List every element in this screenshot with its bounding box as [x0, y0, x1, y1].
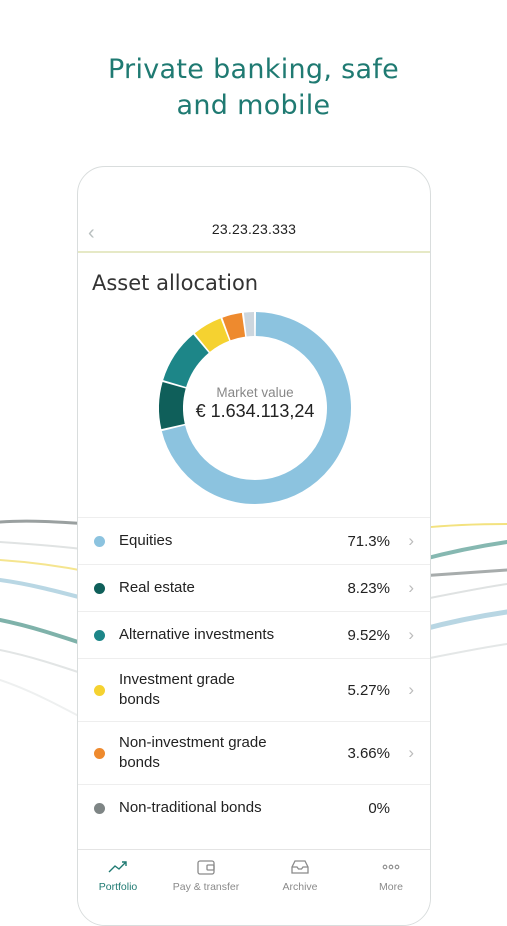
inbox-icon	[291, 860, 309, 874]
list-item-real-estate[interactable]: Real estate 8.23% ›	[78, 564, 430, 611]
chevron-right-icon: ›	[408, 625, 414, 644]
non-traditional-dot-icon	[94, 802, 105, 814]
list-item-pct: 9.52%	[347, 626, 390, 644]
phone-frame: ‹ 23.23.23.333 Asset allocation Market v…	[77, 166, 431, 926]
list-item-label: Non-traditional bonds	[119, 799, 262, 816]
list-item-label: Investment grade bonds	[119, 671, 235, 708]
list-item-pct: 5.27%	[347, 681, 390, 699]
donut-segment-real-estate	[159, 382, 186, 430]
chevron-right-icon: ›	[408, 743, 414, 762]
chevron-right-icon: ›	[408, 531, 414, 550]
list-item-pct: 8.23%	[347, 579, 390, 597]
list-item-investment-grade-bonds[interactable]: Investment grade bonds 5.27% ›	[78, 658, 430, 721]
list-item-label: Equities	[119, 532, 173, 549]
back-chevron-icon[interactable]: ‹	[88, 222, 95, 244]
list-item-non-investment-grade-bonds[interactable]: Non-investment grade bonds 3.66% ›	[78, 721, 430, 784]
list-item-non-traditional-bonds[interactable]: Non-traditional bonds 0%	[78, 784, 430, 831]
more-dots-icon	[382, 864, 400, 870]
alternative-dot-icon	[94, 629, 105, 641]
list-item-pct: 0%	[368, 799, 390, 817]
market-value-amount: € 1.634.113,24	[195, 401, 315, 421]
donut-segment-equities	[161, 312, 351, 504]
tab-archive[interactable]: Archive	[260, 858, 340, 893]
donut-segment-investment-grade-bonds	[194, 318, 230, 353]
chevron-right-icon: ›	[408, 680, 414, 699]
donut-segment-other	[243, 312, 255, 337]
real-estate-dot-icon	[94, 582, 105, 594]
list-item-alternative-investments[interactable]: Alternative investments 9.52% ›	[78, 611, 430, 658]
tab-label: Portfolio	[98, 881, 138, 893]
section-title: Asset allocation	[92, 271, 259, 295]
list-item-equities[interactable]: Equities 71.3% ›	[78, 517, 430, 564]
headline: Private banking, safe and mobile	[0, 52, 507, 124]
tab-label: Pay & transfer	[172, 881, 240, 893]
tab-label: Archive	[282, 881, 318, 893]
headline-line-2: and mobile	[176, 90, 331, 121]
nav-bar: ‹ 23.23.23.333	[78, 167, 430, 253]
market-value-label: Market value	[216, 385, 294, 400]
chevron-right-icon: ›	[408, 578, 414, 597]
list-item-pct: 71.3%	[347, 532, 390, 550]
list-item-label: Real estate	[119, 579, 195, 596]
allocation-donut-chart	[159, 312, 351, 504]
tab-bar: Portfolio Pay & transfer Archive More	[78, 849, 430, 925]
nav-title: 23.23.23.333	[211, 221, 297, 237]
list-item-pct: 3.66%	[347, 744, 390, 762]
tab-portfolio[interactable]: Portfolio	[78, 858, 158, 893]
non-investment-grade-dot-icon	[94, 747, 105, 759]
tab-pay-transfer[interactable]: Pay & transfer	[166, 858, 246, 893]
equities-dot-icon	[94, 535, 105, 547]
tab-more[interactable]: More	[351, 858, 430, 893]
list-item-label: Alternative investments	[119, 626, 275, 643]
tab-label: More	[379, 881, 403, 893]
trend-up-icon	[108, 861, 127, 873]
donut-segment-alternative-investments	[163, 334, 210, 388]
list-item-label: Non-investment grade bonds	[119, 734, 267, 771]
investment-grade-dot-icon	[94, 684, 105, 696]
wallet-icon	[197, 860, 215, 875]
donut-segment-non-investment-grade-bonds	[222, 312, 246, 341]
allocation-list: Equities 71.3% › Real estate 8.23% › Alt…	[78, 517, 430, 831]
headline-line-1: Private banking, safe	[107, 54, 400, 85]
